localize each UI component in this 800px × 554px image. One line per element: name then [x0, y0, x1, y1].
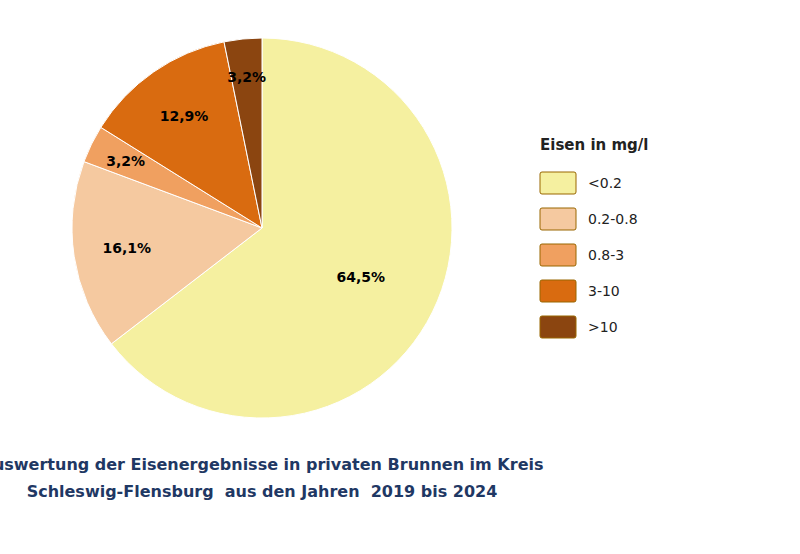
legend-title: Eisen in mg/l: [540, 136, 648, 154]
title-block: Auswertung der Eisenergebnisse in privat…: [0, 455, 543, 501]
legend-swatch: [540, 172, 576, 194]
legend-swatch: [540, 208, 576, 230]
chart: 64,5% 16,1% 3,2% 12,9% 3,2% Eisen in mg/l <0.2…: [0, 0, 800, 554]
title: Auswertung der Eisenergebnisse in privat…: [0, 455, 543, 474]
legend: Eisen in mg/l <0.2 0.2-0.8 0.8-3 3-10 >10: [540, 136, 648, 338]
legend-label: 3-10: [588, 283, 620, 299]
legend-label: <0.2: [588, 175, 622, 191]
subtitle: Schleswig-Flensburg aus den Jahren 2019 …: [27, 482, 498, 501]
data-labels: 64,5% 16,1% 3,2% 12,9% 3,2%: [102, 69, 385, 285]
legend-label: >10: [588, 319, 618, 335]
legend-label: 0.8-3: [588, 247, 624, 263]
data-label: 64,5%: [337, 269, 386, 285]
chart-container: 64,5% 16,1% 3,2% 12,9% 3,2% Eisen in mg/l <0.2…: [0, 0, 800, 554]
pie: [72, 38, 452, 418]
data-label: 12,9%: [160, 108, 209, 124]
legend-swatch: [540, 280, 576, 302]
data-label: 16,1%: [102, 240, 151, 256]
data-label: 3,2%: [106, 153, 145, 169]
pie-slice: [224, 38, 262, 228]
legend-swatch: [540, 244, 576, 266]
legend-label: 0.2-0.8: [588, 211, 638, 227]
data-label: 3,2%: [227, 69, 266, 85]
legend-swatch: [540, 316, 576, 338]
